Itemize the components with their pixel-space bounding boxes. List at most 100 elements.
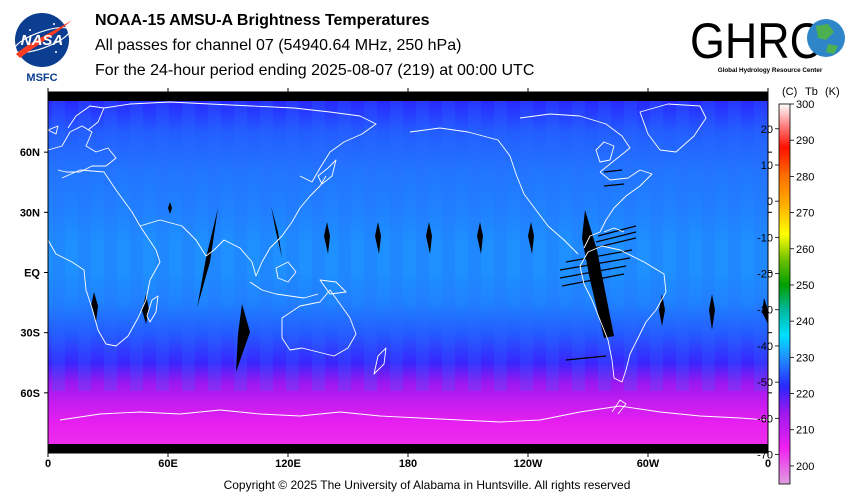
missing-scanline xyxy=(561,273,625,287)
missing-scanline xyxy=(603,169,623,173)
coastline-europe xyxy=(47,125,117,173)
missing-scanline xyxy=(603,183,625,187)
missing-swath xyxy=(324,222,330,254)
coastline-antarctic-peninsula xyxy=(611,399,627,415)
x-tick-label: 0 xyxy=(45,458,51,470)
map-top-band xyxy=(48,92,768,101)
coastline-south-america xyxy=(579,245,667,383)
coastline-borneo xyxy=(275,261,297,283)
coastline-north-america-east xyxy=(583,169,653,249)
coastline-new-zealand xyxy=(373,347,387,375)
coastline-greenland xyxy=(639,103,707,153)
x-tick-label: 60E xyxy=(158,458,178,470)
missing-data-swaths xyxy=(91,202,768,372)
missing-swath xyxy=(709,294,715,330)
missing-swath xyxy=(168,202,172,214)
colorbar-celsius-label: 10 xyxy=(761,160,773,172)
y-tick-label: 30N xyxy=(20,207,40,219)
coastline-caribbean xyxy=(603,227,625,233)
map-bottom-band xyxy=(48,444,768,453)
svg-text:NASA: NASA xyxy=(21,32,64,49)
colorbar-kelvin-label: 260 xyxy=(796,244,814,256)
missing-swath xyxy=(236,304,250,372)
colorbar-kelvin-label: 250 xyxy=(796,280,814,292)
colorbar-celsius-label: -10 xyxy=(757,232,773,244)
coastline-madagascar xyxy=(146,295,159,323)
colorbar-kelvin-label: 200 xyxy=(796,461,814,473)
colorbar-kelvin-label: 270 xyxy=(796,208,814,220)
svg-text:MSFC: MSFC xyxy=(26,72,57,84)
ghrc-globe-icon: GHRC Global Hydrology Resource Center xyxy=(690,13,845,74)
missing-scanline xyxy=(559,257,631,271)
coastline-australia xyxy=(281,289,357,357)
missing-swath xyxy=(197,208,218,308)
missing-swath xyxy=(375,222,381,254)
x-tick-label: 120E xyxy=(275,458,301,470)
missing-swath xyxy=(477,222,483,254)
svg-text:Global Hydrology Resource Cent: Global Hydrology Resource Center xyxy=(718,67,823,74)
x-tick-label: 0 xyxy=(765,458,771,470)
colorbar: 300 290 280 270 260 250 240 230 220 210 200 20 10 0 -1… xyxy=(757,99,814,485)
colorbar-kelvin-label: 280 xyxy=(796,171,814,183)
colorbar-kelvin-label: 220 xyxy=(796,389,814,401)
copyright-notice: Copyright © 2025 The University of Alaba… xyxy=(223,478,631,492)
coastline-iceland xyxy=(47,125,59,135)
chart-period: For the 24-hour period ending 2025-08-07… xyxy=(95,62,535,79)
missing-swath xyxy=(271,206,282,258)
colorbar-kelvin-label: 290 xyxy=(796,135,814,147)
coastline-indonesia xyxy=(249,281,319,299)
y-ticks: 60N 30N EQ 30S 60S xyxy=(20,147,772,400)
chart-title: NOAA-15 AMSU-A Brightness Temperatures xyxy=(95,12,430,29)
missing-scanline xyxy=(559,265,627,279)
colorbar-kelvin-label: 240 xyxy=(796,316,814,328)
missing-swath xyxy=(582,210,614,338)
svg-text:GHRC: GHRC xyxy=(690,13,822,69)
colorbar-celsius-label: 0 xyxy=(767,196,773,208)
coastline-scandinavia xyxy=(67,105,105,131)
colorbar-celsius-label: -30 xyxy=(757,305,773,317)
missing-swath xyxy=(762,298,768,324)
missing-scanline xyxy=(565,355,607,361)
colorbar-kelvin-label: 300 xyxy=(796,99,814,111)
coastline-antarctica xyxy=(59,405,769,423)
missing-scanline xyxy=(565,249,633,263)
map-streak-overlay xyxy=(48,101,768,391)
coastline-hudson-bay xyxy=(595,141,615,163)
colorbar-ramp xyxy=(778,103,791,485)
colorbar-celsius-label: -50 xyxy=(757,377,773,389)
missing-swath xyxy=(426,222,432,254)
missing-swath xyxy=(91,292,98,322)
coastline-new-guinea xyxy=(319,279,347,295)
coastline-north-america-west xyxy=(409,127,579,255)
coastlines xyxy=(47,101,769,423)
x-tick-label: 60W xyxy=(637,458,660,470)
x-tick-label: 180 xyxy=(399,458,417,470)
missing-scanline xyxy=(595,231,637,243)
missing-data-scanlines xyxy=(559,169,637,361)
colorbar-celsius-label: -40 xyxy=(757,341,773,353)
nasa-msfc-logo: NASA MSFC xyxy=(10,10,78,84)
colorbar-celsius-label: -20 xyxy=(757,269,773,281)
missing-scanline xyxy=(597,225,637,237)
colorbar-celsius-label: -60 xyxy=(757,413,773,425)
colorbar-ticks: 300 290 280 270 260 250 240 230 220 210 200 20 10 0 -1… xyxy=(757,99,814,473)
colorbar-celsius-label: 20 xyxy=(761,124,773,136)
colorbar-kelvin-label: 210 xyxy=(796,425,814,437)
coastline-asia-south xyxy=(139,175,327,277)
colorbar-unit-celsius: (C) xyxy=(782,86,798,98)
y-tick-label: 30S xyxy=(20,328,40,340)
y-tick-label: EQ xyxy=(24,268,40,280)
colorbar-unit-kelvin: (K) xyxy=(825,86,840,98)
y-tick-label: 60N xyxy=(20,147,40,159)
coastline-asia-north xyxy=(103,101,377,183)
brightness-temperature-map: 0 60E 120E 180 120W 60W 0 60N 30N EQ 30S 60S xyxy=(20,88,772,470)
ghrc-logo: GHRC Global Hydrology Resource Center xyxy=(688,10,848,76)
coastline-japan xyxy=(317,159,337,185)
colorbar-unit-tb: Tb xyxy=(805,86,818,98)
colorbar-kelvin-label: 230 xyxy=(796,352,814,364)
coastline-africa xyxy=(47,169,161,347)
y-tick-label: 60S xyxy=(20,388,40,400)
x-ticks: 0 60E 120E 180 120W 60W 0 xyxy=(45,88,771,470)
x-tick-label: 120W xyxy=(514,458,543,470)
